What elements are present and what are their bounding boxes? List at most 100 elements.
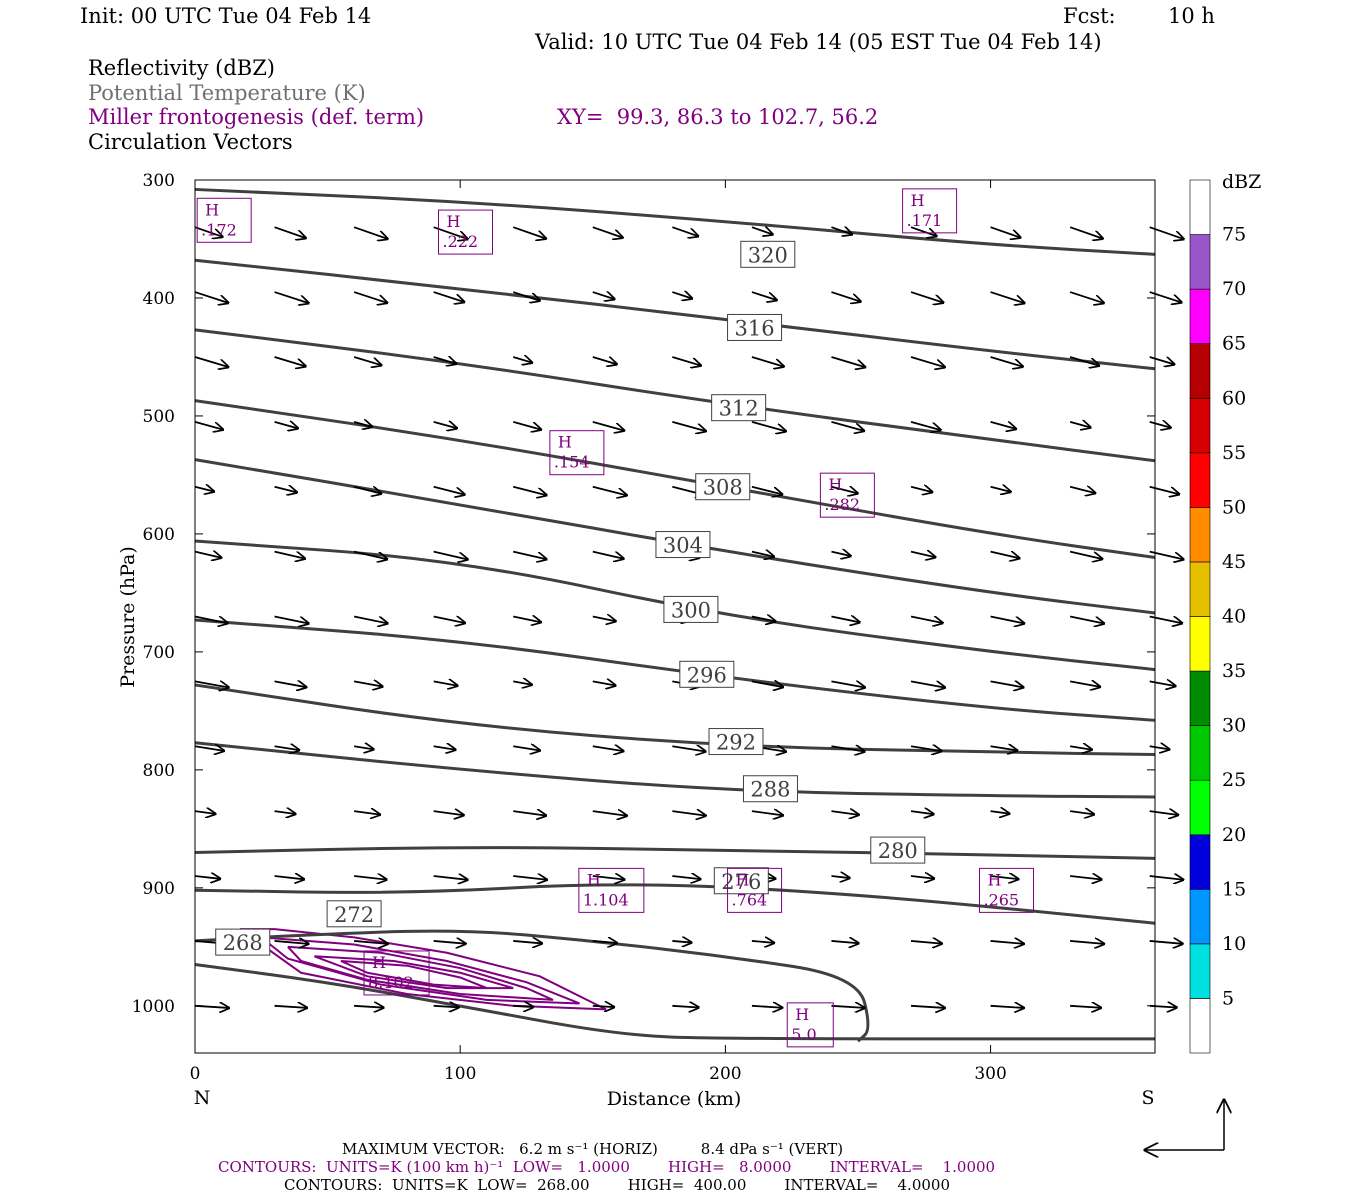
circulation-vector — [512, 226, 546, 238]
circulation-vector — [910, 811, 934, 814]
circulation-vector — [831, 552, 850, 556]
circulation-vector — [990, 487, 1011, 492]
colorbar-swatch — [1189, 179, 1211, 235]
theta-contours — [194, 187, 1156, 1043]
circulation-vector — [592, 550, 624, 559]
circulation-vector — [433, 226, 468, 239]
circulation-vector — [1149, 485, 1179, 494]
theta-label-300: 300 — [671, 598, 711, 622]
circulation-vector — [831, 291, 860, 302]
legend-miller: Miller frontogenesis (def. term) — [88, 105, 425, 129]
end-label-south: S — [1141, 1087, 1154, 1109]
colorbar-swatch — [1189, 343, 1211, 399]
circulation-vector — [1069, 422, 1090, 428]
plot-frame — [194, 179, 1156, 1054]
maximum-label: H — [587, 870, 601, 889]
circulation-vector — [433, 485, 465, 495]
circulation-vector — [353, 746, 373, 749]
maximum-label: H — [987, 870, 1001, 889]
axes: 0 100 200 300 300 400 500 600 700 800 900 1000 — [132, 171, 1155, 1084]
circulation-vector — [433, 876, 468, 880]
frontogenesis-contour — [260, 936, 580, 1005]
circulation-vector — [274, 811, 296, 814]
circulation-vector — [274, 681, 307, 687]
theta-contour-296 — [194, 618, 1156, 722]
y-tick-label: 800 — [143, 761, 175, 781]
forecast-label: Fcst: — [1063, 4, 1116, 28]
circulation-vector — [274, 422, 298, 428]
theta-label-box — [663, 595, 719, 623]
circulation-vector — [513, 811, 546, 815]
circulation-vector — [910, 746, 942, 751]
colorbar-label: 20 — [1222, 824, 1246, 846]
circulation-vector — [194, 876, 220, 879]
colorbar-unit: dBZ — [1222, 171, 1261, 193]
legend-theta: Potential Temperature (K) — [88, 81, 366, 105]
valid-time: Valid: 10 UTC Tue 04 Feb 14 (05 EST Tue … — [535, 30, 1102, 54]
colorbar-label: 60 — [1222, 387, 1246, 409]
circulation-vector — [1070, 876, 1101, 879]
circulation-vector — [274, 1006, 307, 1008]
circulation-vector — [910, 420, 941, 430]
colorbar-label: 35 — [1222, 660, 1246, 682]
legend-xy: XY= 99.3, 86.3 to 102.7, 56.2 — [557, 105, 879, 129]
maximum-value: .154 — [554, 453, 590, 472]
circulation-vector — [751, 552, 774, 557]
maximum-box — [578, 867, 645, 913]
theta-contour-320 — [194, 187, 1156, 256]
x-tick-label: 0 — [190, 1064, 201, 1084]
circulation-vector — [353, 226, 387, 239]
circulation-vector — [751, 617, 776, 622]
circulation-vector — [513, 681, 532, 684]
circulation-vector — [672, 226, 698, 236]
frontogenesis-maxima: H.172 H.222H.171H.154H.282H1.104H.764H.26… — [196, 188, 1034, 1048]
circulation-vector — [831, 617, 859, 623]
circulation-vector — [672, 941, 691, 943]
circulation-vector — [831, 1006, 864, 1008]
circulation-vector — [751, 941, 774, 943]
x-tick-label: 200 — [709, 1064, 741, 1084]
theta-contour-312 — [194, 328, 1156, 463]
theta-contour-292 — [194, 683, 1156, 757]
circulation-vector — [592, 1006, 614, 1007]
circulation-vector — [433, 1006, 459, 1008]
circulation-vector — [194, 746, 224, 751]
circulation-vector — [512, 291, 540, 301]
circulation-vector — [512, 357, 532, 363]
circulation-vector — [592, 485, 627, 496]
circulation-vector — [353, 422, 372, 427]
colorbar-label: 75 — [1222, 224, 1246, 246]
circulation-vector — [1069, 487, 1095, 493]
colorbar-swatch — [1189, 234, 1211, 290]
circulation-vector — [990, 681, 1024, 687]
theta-contour-304 — [194, 458, 1156, 615]
colorbar-label: 65 — [1222, 333, 1246, 355]
x-tick-label: 300 — [974, 1064, 1006, 1084]
colorbar-label: 45 — [1222, 551, 1246, 573]
circulation-vector — [592, 226, 623, 237]
y-tick-label: 500 — [143, 407, 175, 427]
circulation-vector — [353, 356, 381, 365]
circulation-vector — [433, 746, 456, 749]
circulation-vector — [831, 681, 864, 687]
theta-contour-280 — [194, 846, 1156, 860]
circulation-vector — [672, 811, 705, 815]
circulation-vector — [513, 746, 540, 750]
y-tick-label: 1000 — [132, 997, 175, 1017]
theta-label-box — [215, 928, 271, 956]
circulation-vector — [910, 487, 932, 492]
theta-label-296: 296 — [687, 663, 727, 687]
circulation-vector — [910, 552, 935, 558]
maximum-box — [978, 867, 1034, 913]
maximum-box — [196, 197, 252, 243]
forecast-hour: 10 h — [1168, 4, 1215, 28]
circulation-vector — [592, 356, 617, 364]
circulation-vector — [910, 680, 945, 687]
circulation-vector — [354, 941, 388, 944]
circulation-vector — [512, 420, 541, 430]
circulation-vector — [990, 291, 1025, 303]
frontogenesis-contour — [340, 959, 488, 990]
circulation-vector — [433, 681, 458, 685]
maximum-box — [437, 209, 493, 255]
